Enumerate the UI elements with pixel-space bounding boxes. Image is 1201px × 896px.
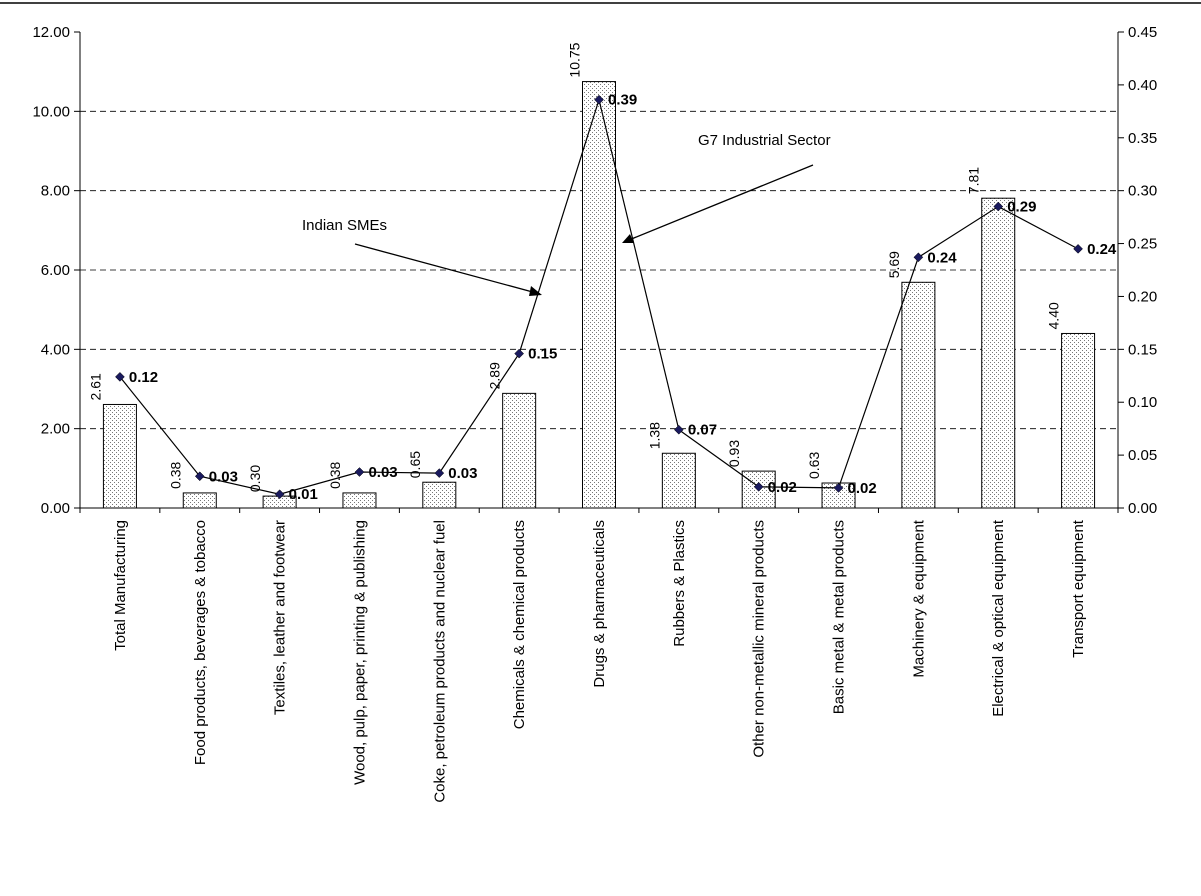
annotation-indian-smes: Indian SMEs xyxy=(302,217,387,234)
bar xyxy=(901,281,936,509)
bar xyxy=(102,403,137,509)
line-marker xyxy=(514,348,525,359)
line-marker xyxy=(434,468,445,478)
category-labels: Total Manufacturing Food products, bevera… xyxy=(112,519,1087,803)
left-tick-label: 2.00 xyxy=(41,421,70,438)
right-tick-label: 0.15 xyxy=(1128,341,1157,358)
bar xyxy=(981,197,1016,509)
right-tick-label: 0.20 xyxy=(1128,288,1157,305)
right-tick-label: 0.30 xyxy=(1128,183,1157,200)
bar-value-label: 2.89 xyxy=(487,362,503,389)
line-marker xyxy=(673,424,684,435)
category-label: Machinery & equipment xyxy=(910,519,927,677)
bar xyxy=(582,81,616,509)
line-marker xyxy=(833,483,844,493)
bar-value-label: 2.61 xyxy=(87,373,103,400)
bar xyxy=(422,481,457,509)
category-label: Wood, pulp, paper, printing & publishing xyxy=(351,520,368,785)
category-label: Total Manufacturing xyxy=(112,520,129,651)
bar xyxy=(661,452,696,509)
category-label: Textiles, leather and footwear xyxy=(272,520,289,715)
right-tick-label: 0.25 xyxy=(1128,236,1157,253)
gridlines xyxy=(80,110,1118,430)
right-axis-ticks: 0.00 0.05 0.10 0.15 0.20 0.25 0.30 0.35 0.40 0.45 xyxy=(1118,24,1157,517)
bar-value-label: 0.38 xyxy=(327,461,343,488)
line-marker xyxy=(1073,243,1083,254)
line-marker xyxy=(753,481,764,492)
line-marker xyxy=(354,467,365,477)
line-value-label: 0.29 xyxy=(1007,199,1036,216)
left-tick-label: 8.00 xyxy=(41,183,70,200)
right-tick-label: 0.45 xyxy=(1128,24,1157,41)
line-value-label: 0.03 xyxy=(209,468,238,485)
category-label: Electrical & optical equipment xyxy=(990,519,1007,717)
annotation-indian-smes-arrow xyxy=(354,243,541,295)
category-label: Drugs & pharmaceuticals xyxy=(591,520,608,688)
annotation-g7-arrowhead xyxy=(622,234,634,243)
line-value-label: 0.02 xyxy=(768,479,797,496)
line-series: 0.12 0.03 0.01 0.03 0.03 0.15 0.39 0.07 0.02 0.02… xyxy=(115,92,1117,503)
bar-value-label: 5.69 xyxy=(886,251,902,278)
line-marker xyxy=(913,252,924,263)
left-tick-label: 4.00 xyxy=(41,341,70,358)
category-label: Other non-metallic mineral products xyxy=(751,520,768,758)
bar xyxy=(342,492,377,509)
bar xyxy=(502,392,537,509)
right-tick-label: 0.40 xyxy=(1128,77,1157,94)
right-tick-label: 0.35 xyxy=(1128,130,1157,147)
bar-value-label: 10.75 xyxy=(567,42,583,77)
left-tick-label: 0.00 xyxy=(41,500,70,517)
left-axis-ticks: 0.00 2.00 4.00 6.00 8.00 10.00 12.00 xyxy=(32,24,80,517)
category-label: Chemicals & chemical products xyxy=(511,520,528,729)
right-tick-label: 0.00 xyxy=(1128,500,1157,517)
line-value-label: 0.03 xyxy=(368,464,397,481)
line-marker xyxy=(274,489,285,500)
annotation-g7-industrial-sector: G7 Industrial Sector xyxy=(698,132,831,149)
bar-value-label: 1.38 xyxy=(646,422,662,449)
annotation-g7-arrow xyxy=(623,164,814,243)
left-tick-label: 6.00 xyxy=(41,262,70,279)
bar-value-label: 7.81 xyxy=(966,167,982,194)
bar-value-label: 0.30 xyxy=(247,465,263,492)
line-value-label: 0.15 xyxy=(528,346,557,363)
line-marker xyxy=(993,201,1004,212)
line-value-label: 0.24 xyxy=(1087,241,1117,258)
category-label: Transport equipment xyxy=(1070,519,1087,658)
bar-value-label: 0.93 xyxy=(726,440,742,467)
category-label: Rubbers & Plastics xyxy=(671,520,688,647)
bars: 2.61 0.38 0.30 0.38 0.65 2.89 10.75 1.38 0.93 0.6… xyxy=(87,42,1096,509)
line-marker xyxy=(594,94,604,105)
bar xyxy=(1061,332,1096,509)
line-value-label: 0.03 xyxy=(448,465,477,482)
category-label: Basic metal & metal products xyxy=(831,520,848,714)
line-marker xyxy=(194,471,205,482)
line-value-label: 0.01 xyxy=(289,486,318,503)
annotation-indian-smes-arrowhead xyxy=(529,286,542,296)
line-value-label: 0.39 xyxy=(608,92,637,109)
category-label: Food products, beverages & tobacco xyxy=(192,520,209,765)
category-label: Coke, petroleum products and nuclear fue… xyxy=(431,520,448,803)
bar-value-label: 4.40 xyxy=(1046,302,1062,329)
left-tick-label: 12.00 xyxy=(32,24,70,41)
bar xyxy=(182,492,217,509)
right-tick-label: 0.05 xyxy=(1128,447,1157,464)
right-tick-label: 0.10 xyxy=(1128,394,1157,411)
bar-value-label: 0.63 xyxy=(806,452,822,479)
line-value-label: 0.02 xyxy=(848,480,877,497)
line-value-label: 0.24 xyxy=(927,249,957,266)
line-marker xyxy=(115,371,125,382)
left-tick-label: 10.00 xyxy=(32,103,70,120)
bar-value-label: 0.65 xyxy=(407,451,423,478)
annotations: Indian SMEs G7 Industrial Sector xyxy=(302,132,831,296)
bar-value-label: 0.38 xyxy=(167,461,183,488)
line-value-label: 0.07 xyxy=(688,422,717,439)
line-value-label: 0.12 xyxy=(129,369,158,386)
